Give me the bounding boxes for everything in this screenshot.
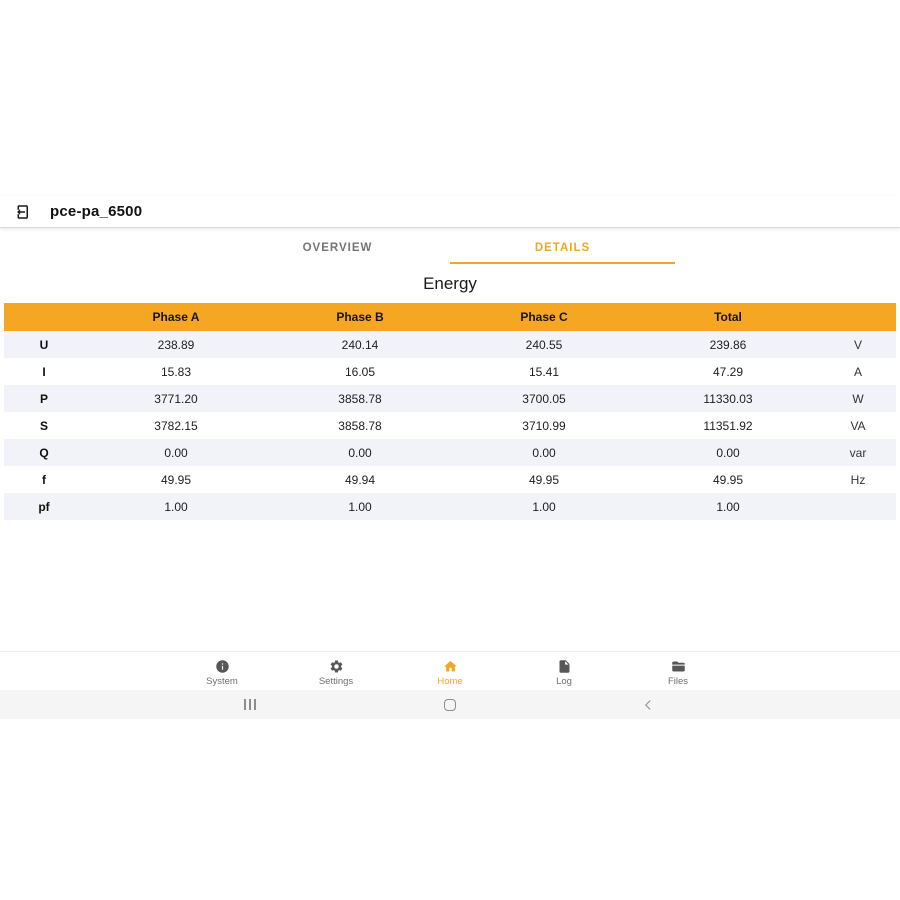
energy-table: Phase A Phase B Phase C Total U 238.89 2…: [4, 303, 896, 520]
recents-icon: [244, 699, 256, 710]
header-cell-phase-c: Phase C: [452, 303, 636, 331]
nav-item-home[interactable]: Home: [393, 652, 507, 690]
cell-total: 0.00: [716, 445, 740, 460]
cell-total: 11330.03: [703, 391, 753, 406]
app-bar: pce-pa_6500: [0, 196, 900, 227]
home-icon: [443, 659, 458, 674]
info-icon: [215, 659, 230, 674]
cell-phase-c: 240.55: [525, 337, 563, 352]
row-label: pf: [38, 499, 50, 514]
cell-phase-b: 240.14: [341, 337, 379, 352]
android-back-button[interactable]: [628, 690, 668, 719]
cell-phase-b: 16.05: [344, 364, 376, 379]
table-row: pf 1.00 1.00 1.00 1.00: [4, 493, 896, 520]
android-home-button[interactable]: [430, 690, 470, 719]
cell-phase-a: 49.95: [160, 472, 192, 487]
cell-phase-b: 3858.78: [338, 391, 382, 406]
cell-phase-b: 3858.78: [338, 418, 382, 433]
gear-icon: [329, 659, 344, 674]
header-cell-phase-b: Phase B: [268, 303, 452, 331]
tab-bar: OVERVIEW DETAILS: [225, 233, 675, 264]
cell-phase-a: 1.00: [164, 499, 188, 514]
cell-unit: W: [852, 391, 864, 406]
row-label: Q: [39, 445, 49, 460]
nav-item-system[interactable]: System: [165, 652, 279, 690]
cell-total: 47.29: [712, 364, 744, 379]
table-row: I 15.83 16.05 15.41 47.29 A: [4, 358, 896, 385]
cell-phase-a: 3782.15: [154, 418, 198, 433]
table-row: U 238.89 240.14 240.55 239.86 V: [4, 331, 896, 358]
android-home-icon: [444, 698, 456, 711]
row-label: P: [39, 391, 48, 406]
cell-unit: [820, 493, 896, 520]
header-cell-phase-a: Phase A: [84, 303, 268, 331]
app-title: pce-pa_6500: [50, 203, 143, 220]
cell-unit: A: [853, 364, 862, 379]
folder-icon: [671, 659, 686, 674]
cell-phase-a: 238.89: [157, 337, 195, 352]
android-system-bar: [0, 690, 900, 719]
cell-total: 49.95: [712, 472, 744, 487]
cell-unit: Hz: [850, 472, 866, 487]
cell-phase-c: 0.00: [532, 445, 556, 460]
cell-phase-a: 3771.20: [154, 391, 198, 406]
nav-label: Home: [437, 675, 463, 687]
exit-app-icon[interactable]: [13, 203, 31, 221]
cell-phase-c: 49.95: [528, 472, 560, 487]
cell-unit: var: [849, 445, 867, 460]
nav-label: Log: [556, 675, 572, 687]
tab-details[interactable]: DETAILS: [450, 233, 675, 264]
nav-label: System: [206, 675, 238, 687]
table-row: P 3771.20 3858.78 3700.05 11330.03 W: [4, 385, 896, 412]
log-file-icon: [557, 659, 572, 674]
cell-unit: V: [853, 337, 862, 352]
row-label: f: [42, 472, 46, 487]
page-title: Energy: [423, 274, 477, 293]
nav-item-files[interactable]: Files: [621, 652, 735, 690]
row-label: S: [39, 418, 48, 433]
cell-phase-c: 3700.05: [522, 391, 566, 406]
cell-total: 11351.92: [703, 418, 753, 433]
table-row: Q 0.00 0.00 0.00 0.00 var: [4, 439, 896, 466]
cell-phase-b: 0.00: [348, 445, 372, 460]
cell-phase-a: 15.83: [160, 364, 192, 379]
nav-item-log[interactable]: Log: [507, 652, 621, 690]
cell-phase-a: 0.00: [164, 445, 188, 460]
table-header-row: Phase A Phase B Phase C Total: [4, 303, 896, 331]
cell-phase-b: 1.00: [348, 499, 372, 514]
table-row: f 49.95 49.94 49.95 49.95 Hz: [4, 466, 896, 493]
cell-phase-c: 15.41: [528, 364, 560, 379]
cell-phase-c: 3710.99: [522, 418, 566, 433]
header-cell-unit: [820, 303, 896, 331]
cell-phase-b: 49.94: [344, 472, 376, 487]
cell-total: 239.86: [709, 337, 747, 352]
table-row: S 3782.15 3858.78 3710.99 11351.92 VA: [4, 412, 896, 439]
nav-label: Settings: [318, 675, 354, 687]
header-cell-label: [4, 303, 84, 331]
row-label: I: [42, 364, 46, 379]
tab-overview[interactable]: OVERVIEW: [302, 241, 373, 254]
cell-unit: VA: [850, 418, 866, 433]
android-recents-button[interactable]: [230, 690, 270, 719]
cell-phase-c: 1.00: [532, 499, 556, 514]
nav-label: Files: [667, 675, 689, 687]
back-chevron-icon: [645, 699, 651, 710]
cell-total: 1.00: [716, 499, 740, 514]
row-label: U: [39, 337, 49, 352]
header-cell-total: Total: [636, 303, 820, 331]
nav-item-settings[interactable]: Settings: [279, 652, 393, 690]
bottom-nav: System Settings Home Log: [0, 651, 900, 690]
